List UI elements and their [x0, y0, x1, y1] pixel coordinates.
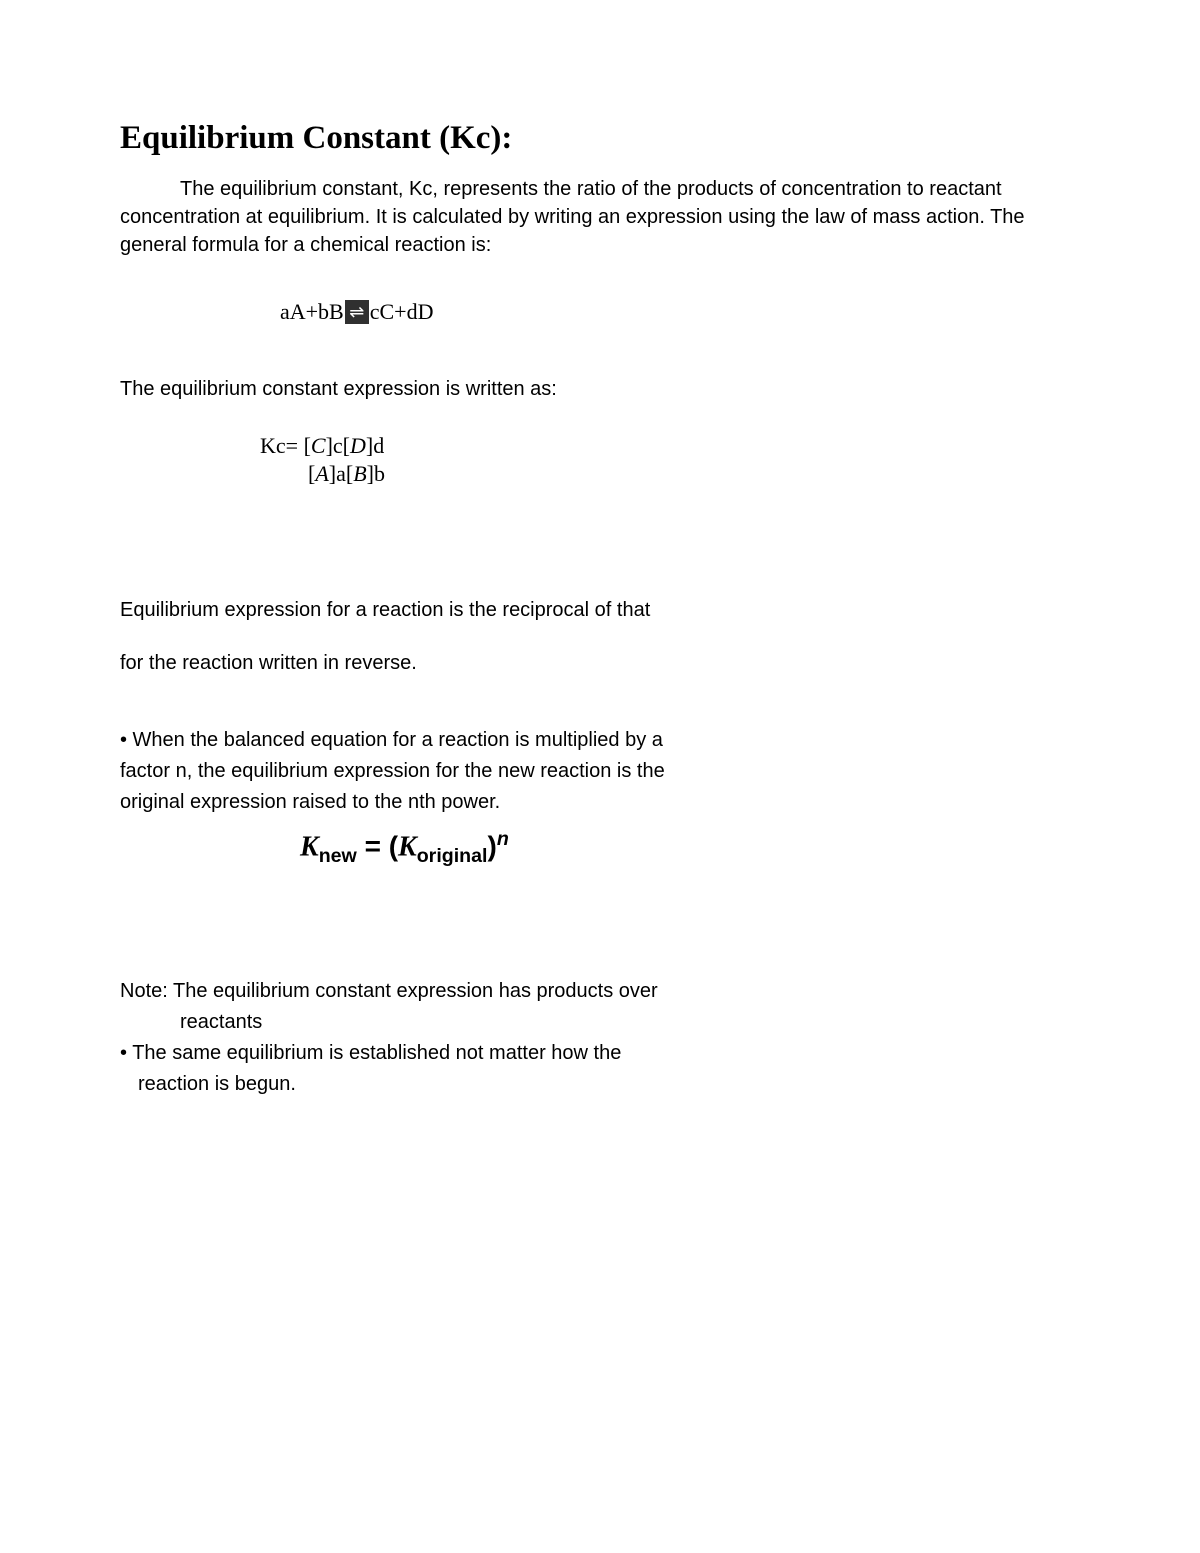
multiply-rule: • When the balanced equation for a react…	[120, 727, 1080, 868]
equilibrium-arrow-icon: ⇌	[345, 300, 369, 324]
close-paren: )	[487, 830, 496, 861]
general-reaction: aA+bB ⇌ cC+dD	[280, 299, 1080, 325]
note-block: Note: The equilibrium constant expressio…	[120, 978, 1080, 1098]
equals-open: = (	[357, 830, 398, 861]
bullet1-line2: factor n, the equilibrium expression for…	[120, 758, 1080, 785]
sub-original: original	[417, 845, 488, 867]
kc-caption: The equilibrium constant expression is w…	[120, 375, 1080, 403]
page-title: Equilibrium Constant (Kc):	[120, 120, 1080, 157]
reaction-right: cC+dD	[370, 299, 434, 325]
k-symbol: K	[300, 831, 319, 862]
kc-denominator: [A]a[B]b	[308, 461, 385, 486]
kc-numerator: [C]c[D]d	[304, 433, 385, 458]
bullet1-line1: • When the balanced equation for a react…	[120, 727, 1080, 754]
spacer	[120, 527, 1080, 597]
intro-paragraph: The equilibrium constant, Kc, represents…	[120, 175, 1080, 259]
document-page: Equilibrium Constant (Kc): The equilibri…	[0, 0, 1200, 1553]
rule-line-1: Equilibrium expression for a reaction is…	[120, 597, 1080, 624]
bullet2-line1: • The same equilibrium is established no…	[120, 1040, 1080, 1067]
reaction-left: aA+bB	[280, 299, 344, 325]
sub-new: new	[319, 845, 357, 867]
kc-numerator-row: Kc= [C]c[D]d	[260, 433, 1080, 459]
k-symbol-2: K	[398, 831, 417, 862]
note-line1: Note: The equilibrium constant expressio…	[120, 978, 1080, 1005]
kc-prefix: Kc=	[260, 433, 304, 458]
sup-n: n	[497, 828, 509, 850]
kc-expression: Kc= [C]c[D]d [A]a[B]b	[260, 433, 1080, 487]
bullet2-line2: reaction is begun.	[120, 1071, 1080, 1098]
note-line2: reactants	[120, 1009, 1080, 1036]
kc-denominator-row: [A]a[B]b	[260, 461, 1080, 487]
reciprocal-rule: Equilibrium expression for a reaction is…	[120, 597, 1080, 677]
rule-line-2: for the reaction written in reverse.	[120, 650, 1080, 677]
k-new-formula: Knew = (Koriginal)n	[300, 828, 1080, 868]
spacer	[120, 630, 1080, 650]
bullet1-line3: original expression raised to the nth po…	[120, 789, 1080, 816]
